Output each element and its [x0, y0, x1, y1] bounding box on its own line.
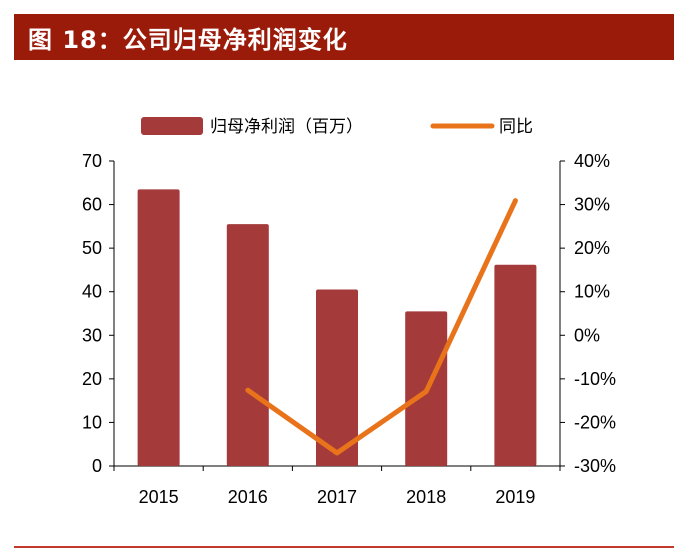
y-left-tick-label: 70	[82, 151, 102, 171]
y-right-tick-label: -30%	[574, 456, 616, 476]
y-right-tick-label: 0%	[574, 325, 600, 345]
line-series	[245, 198, 518, 456]
figure-title: 图 18：公司归母净利润变化	[28, 25, 348, 54]
y-right-tick-label: 10%	[574, 282, 610, 302]
y-left-tick-label: 20	[82, 369, 102, 389]
chart-axes: 0 10 20 30 40 50 60 70 -30% -20% -10% 0% 10% 20% 30% 40…	[82, 151, 616, 476]
y-left-tick-label: 30	[82, 325, 102, 345]
bar-2017	[316, 289, 358, 466]
x-tick-label: 2019	[495, 487, 535, 507]
x-tick-label: 2016	[228, 487, 268, 507]
chart-legend: 归母净利润（百万） 同比	[141, 117, 533, 137]
y-left-tick-label: 0	[92, 456, 102, 476]
y-left-tick-label: 40	[82, 282, 102, 302]
legend-line-label: 同比	[499, 117, 533, 137]
y-right-tick-label: -20%	[574, 412, 616, 432]
bar-2016	[226, 224, 269, 466]
y-left-tick-label: 60	[82, 195, 102, 215]
bottom-rule	[14, 546, 674, 548]
bar-2019	[494, 264, 537, 466]
bar-2015	[137, 189, 180, 467]
x-tick-labels: 2015 2016 2017 2018 2019	[139, 487, 536, 507]
legend-bar-label: 归母净利润（百万）	[210, 117, 363, 137]
x-tick-label: 2015	[139, 487, 179, 507]
yoy-line	[245, 198, 518, 456]
x-tick-label: 2018	[406, 487, 446, 507]
x-tick-label: 2017	[317, 487, 357, 507]
y-right-tick-label: 20%	[574, 238, 610, 258]
y-right-tick-label: 40%	[574, 151, 610, 171]
legend-bar-swatch	[141, 117, 203, 135]
figure-title-bar: 图 18：公司归母净利润变化	[14, 14, 674, 60]
y-left-tick-label: 10	[82, 412, 102, 432]
y-right-tick-label: -10%	[574, 369, 616, 389]
y-left-tick-label: 50	[82, 238, 102, 258]
y-right-tick-label: 30%	[574, 195, 610, 215]
bar-series	[137, 189, 537, 467]
